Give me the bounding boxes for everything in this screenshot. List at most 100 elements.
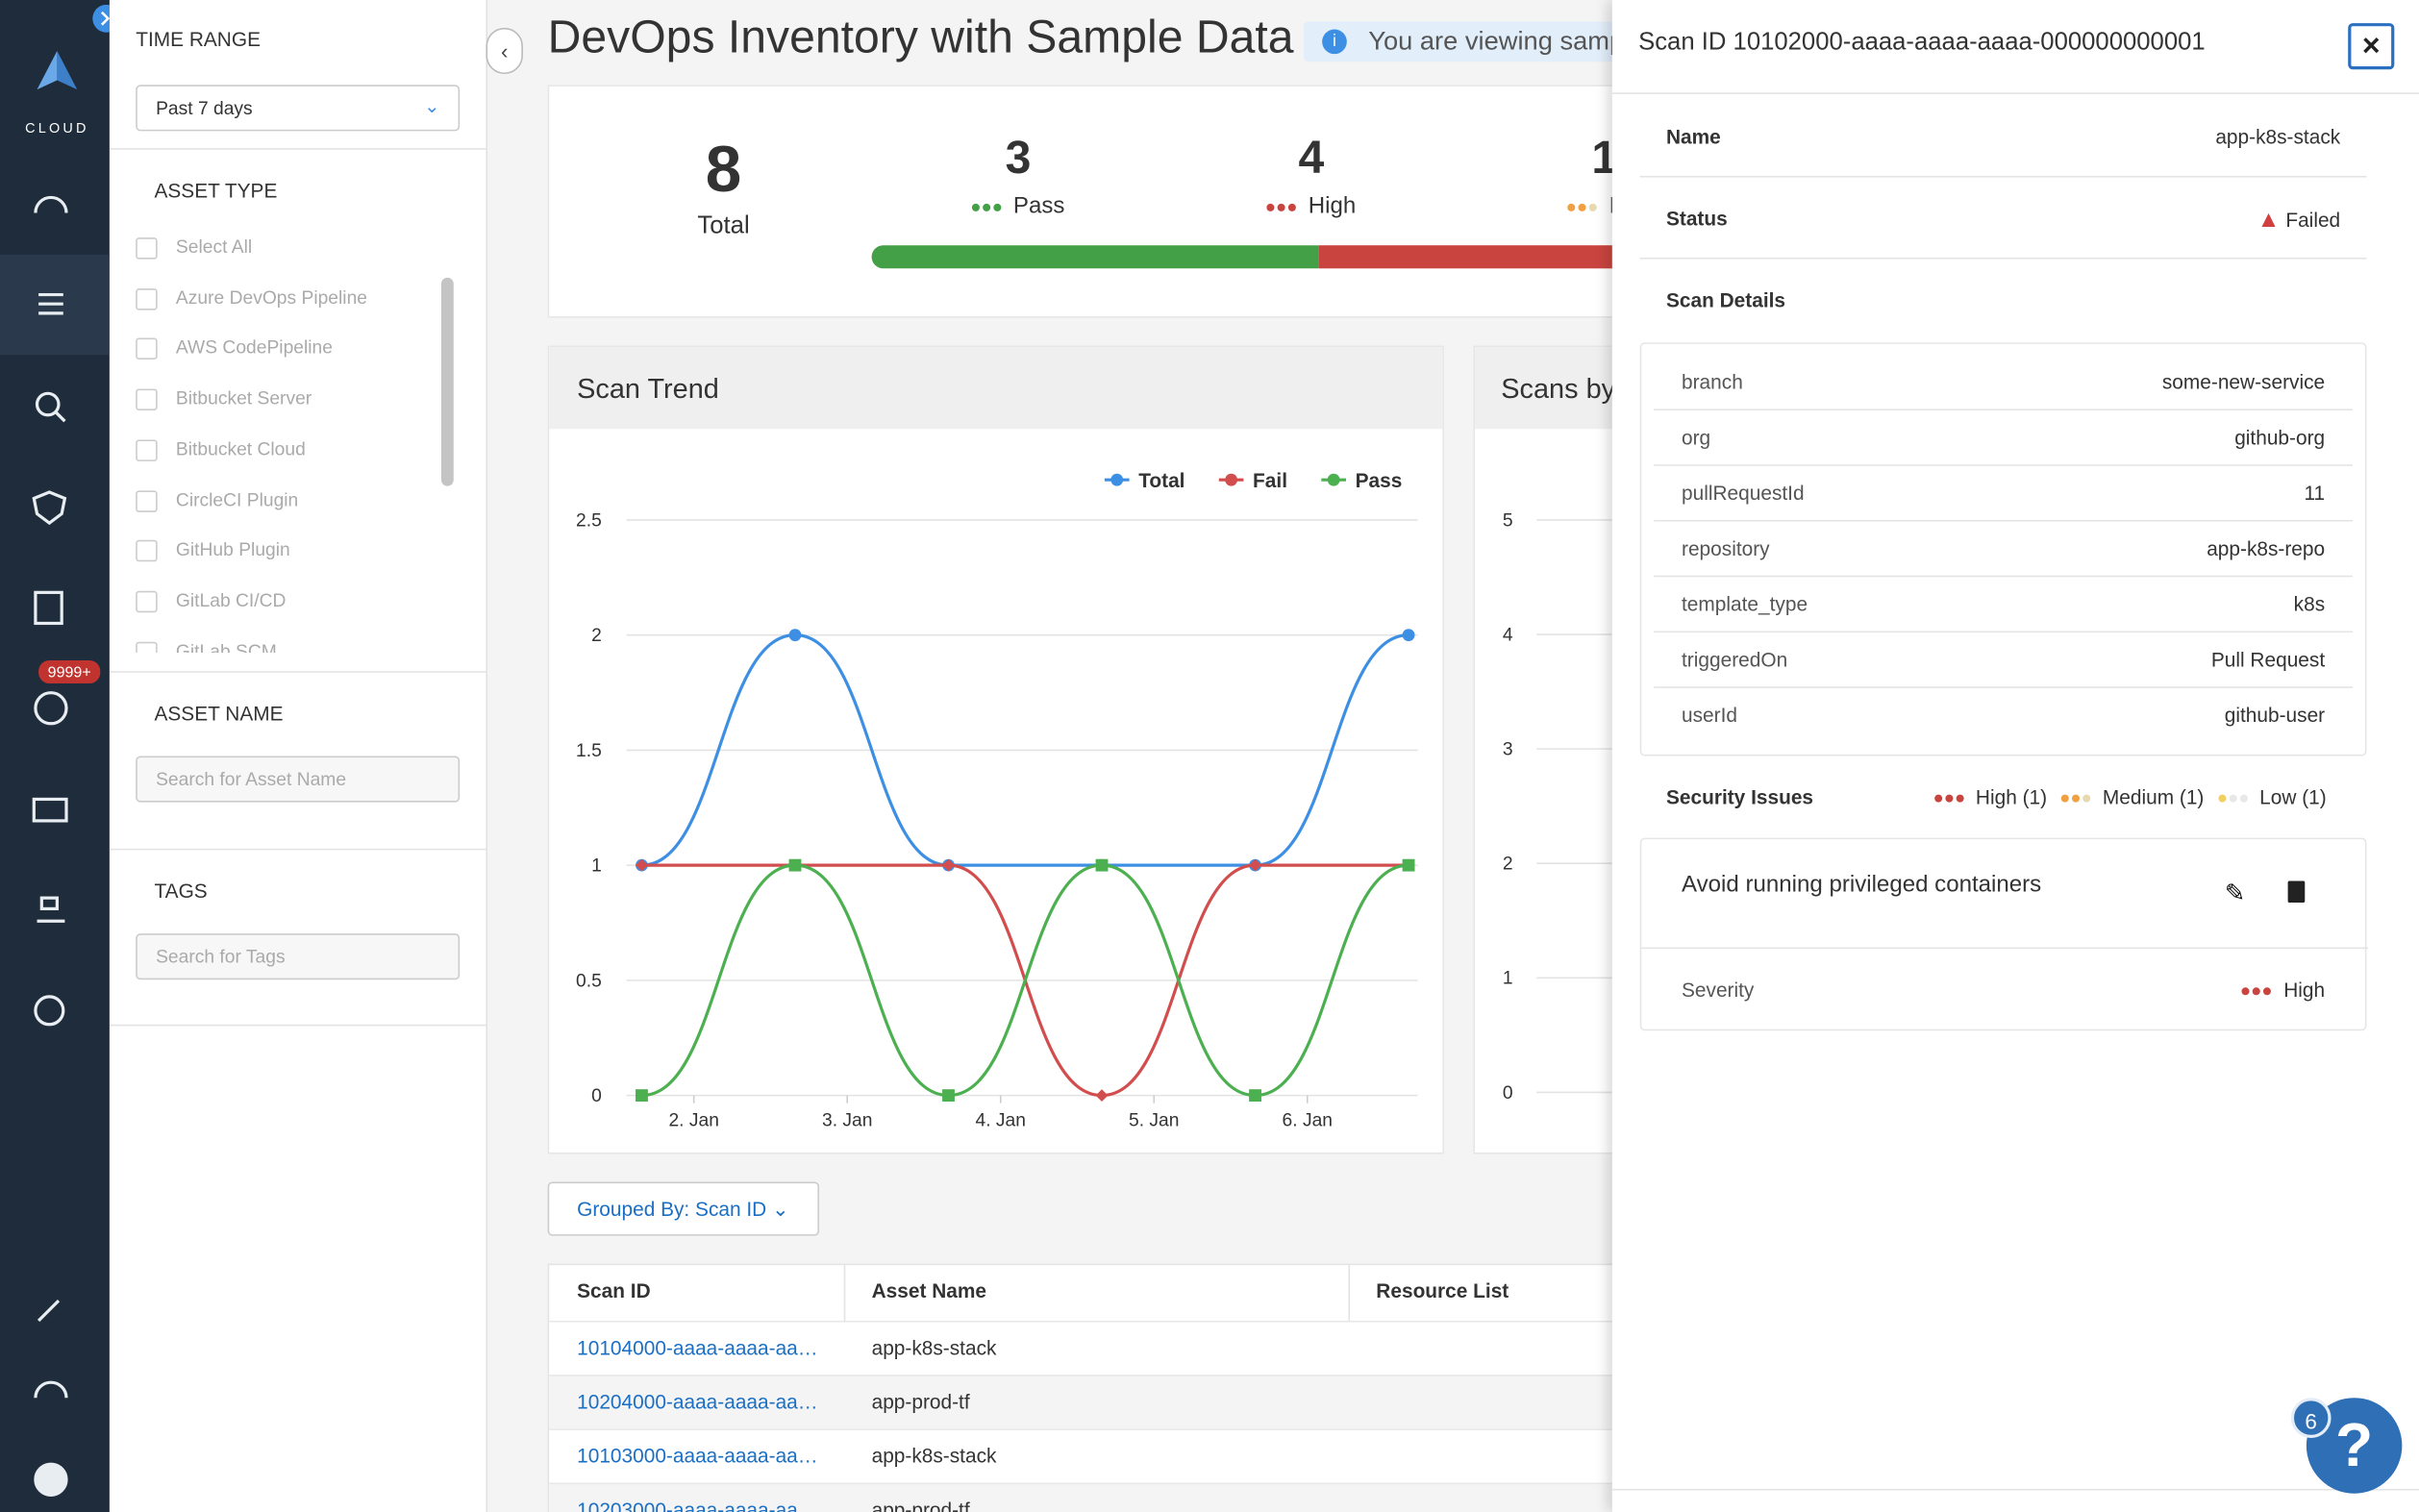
dot <box>1588 203 1597 211</box>
nav-investigate[interactable] <box>35 391 61 417</box>
scan-drawer: Scan ID 10102000-aaaa-aaaa-aaaa-00000000… <box>1611 0 2419 1512</box>
issue-title: Avoid running privileged containers <box>1682 871 2042 899</box>
checkbox[interactable] <box>136 590 158 613</box>
checkbox[interactable] <box>136 641 158 653</box>
checkbox[interactable] <box>136 388 158 411</box>
doc-icon[interactable] <box>2287 880 2306 903</box>
scan-id-link[interactable]: 10103000-aaaa-aaaa-aa… <box>577 1444 818 1468</box>
option-label: AWS CodePipeline <box>175 336 333 359</box>
y-tick-label: 5 <box>1503 510 1513 531</box>
nav-network[interactable] <box>39 896 59 911</box>
panel-title: Scan Trend <box>577 373 719 405</box>
column-divider <box>843 1265 846 1321</box>
checkbox[interactable] <box>136 237 158 260</box>
help-badge: 6 <box>2290 1398 2332 1438</box>
detail-value: k8s <box>2293 592 2326 616</box>
nav-settings[interactable] <box>34 995 65 1027</box>
nav-profile[interactable] <box>34 1462 68 1497</box>
y-tick-label: 4 <box>1503 625 1513 645</box>
legend-label[interactable]: Pass <box>1356 470 1403 492</box>
asset-name: app-prod-tf <box>871 1390 970 1414</box>
expand-button[interactable] <box>92 4 110 33</box>
checkbox[interactable] <box>136 439 158 461</box>
checkbox[interactable] <box>136 338 158 360</box>
scan-id-link[interactable]: 10203000-aaaa-aaaa-aa… <box>577 1498 818 1512</box>
nav-support[interactable] <box>34 1380 68 1399</box>
segment-count: 4 <box>1298 133 1325 185</box>
point <box>1095 1089 1109 1103</box>
option-label: GitHub Plugin <box>175 538 290 560</box>
segment-label: High <box>1219 193 1405 219</box>
dot <box>2060 794 2069 803</box>
tags-search[interactable]: Search for Tags <box>136 933 461 980</box>
divider <box>1654 409 2354 410</box>
asset-name-search[interactable]: Search for Asset Name <box>136 756 461 803</box>
checkbox[interactable] <box>136 540 158 562</box>
nav-compliance[interactable] <box>34 590 63 626</box>
divider <box>1654 575 2354 578</box>
legend-label[interactable]: Fail <box>1253 470 1287 492</box>
dot <box>2263 987 2272 996</box>
nav-dashboard[interactable] <box>34 195 68 213</box>
x-tick-label: 5. Jan <box>1129 1111 1179 1131</box>
logo-text: CLOUD <box>25 121 89 136</box>
scan-table: Scan ID Asset Name Resource List 10104000-a… <box>547 1263 1660 1512</box>
column-header[interactable]: Resource List <box>1376 1278 1509 1302</box>
column-divider <box>1348 1265 1351 1321</box>
detail-key: org <box>1682 426 1711 450</box>
detail-key: triggeredOn <box>1682 648 1788 672</box>
filter-label: ASSET NAME <box>154 702 284 726</box>
column-header[interactable]: Asset Name <box>871 1278 987 1302</box>
option-label: Select All <box>175 235 253 259</box>
y-tick-label: 1.5 <box>576 741 602 761</box>
point <box>636 858 648 872</box>
y-tick-label: 1 <box>591 856 602 877</box>
checkbox[interactable] <box>136 287 158 310</box>
collapse-button[interactable]: ‹ <box>486 27 523 75</box>
filter-label: TIME RANGE <box>136 27 262 51</box>
dot <box>1277 203 1285 211</box>
issue-counts: High (1) Medium (1) Low (1) <box>1933 784 2341 809</box>
banner-text: You are viewing samp <box>1368 26 1625 56</box>
nav-alerts[interactable] <box>34 691 68 726</box>
scan-id-link[interactable]: 10204000-aaaa-aaaa-aa… <box>577 1390 818 1414</box>
table-row <box>549 1375 1660 1430</box>
point <box>942 1089 955 1103</box>
dot <box>1956 794 1964 803</box>
time-range-select[interactable]: Past 7 days ⌄ <box>136 85 461 132</box>
asset-name: app-k8s-stack <box>871 1444 997 1468</box>
issue-count: Low (1) <box>2259 784 2327 809</box>
edit-icon[interactable]: ✎ <box>2224 880 2246 907</box>
detail-value: app-k8s-repo <box>2207 536 2326 560</box>
group-by-button[interactable]: Grouped By: Scan ID ⌄ <box>547 1181 820 1236</box>
filter-panel: TIME RANGE Past 7 days ⌄ ASSET TYPE Selec… <box>109 0 488 1512</box>
detail-key: branch <box>1682 370 1743 394</box>
scan-details: branch some-new-service org github-org pullR… <box>1639 342 2367 756</box>
column-header[interactable]: Scan ID <box>577 1278 651 1302</box>
nav-policies[interactable] <box>32 490 67 526</box>
nav-inventory[interactable] <box>38 292 63 315</box>
table-row <box>549 1428 1660 1485</box>
legend-label[interactable]: Total <box>1138 470 1185 492</box>
dot <box>2229 794 2237 803</box>
dot <box>971 203 980 211</box>
status-text: Failed <box>2285 208 2341 232</box>
scrollbar[interactable] <box>440 277 454 486</box>
page-title: DevOps Inventory with Sample Data <box>547 12 1294 63</box>
divider <box>1654 464 2354 466</box>
point <box>636 1089 648 1103</box>
close-button[interactable]: × <box>2348 23 2395 70</box>
segment-count: 3 <box>1005 133 1032 185</box>
x-tick-label: 6. Jan <box>1283 1111 1333 1131</box>
scan-id-link[interactable]: 10104000-aaaa-aaaa-aa… <box>577 1336 818 1360</box>
scan-trend-chart: 0 0.5 1 1.5 2 2.5 2. Jan 3. Jan 4. Jan 5. Jan 6. J… <box>576 470 1418 1131</box>
nav-compute[interactable] <box>32 797 68 823</box>
logo <box>37 50 58 90</box>
table-row <box>549 1320 1660 1376</box>
checkbox[interactable] <box>136 489 158 512</box>
option-label: GitLab SCM <box>175 639 277 653</box>
panel-header <box>549 347 1443 430</box>
detail-value: github-org <box>2234 426 2326 450</box>
nav-tools[interactable] <box>37 1299 61 1323</box>
